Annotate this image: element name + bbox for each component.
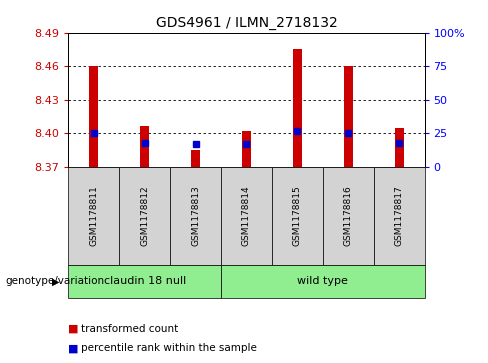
Bar <box>242 131 251 167</box>
Text: ▶: ▶ <box>52 276 60 286</box>
Text: GSM1178816: GSM1178816 <box>344 185 353 246</box>
Text: transformed count: transformed count <box>81 323 178 334</box>
Text: claudin 18 null: claudin 18 null <box>103 276 186 286</box>
Bar <box>344 66 353 167</box>
Text: ■: ■ <box>68 343 79 354</box>
Text: percentile rank within the sample: percentile rank within the sample <box>81 343 256 354</box>
Bar <box>394 128 404 167</box>
Text: GSM1178814: GSM1178814 <box>242 185 251 246</box>
Text: GSM1178817: GSM1178817 <box>395 185 404 246</box>
Text: GSM1178815: GSM1178815 <box>293 185 302 246</box>
Text: ■: ■ <box>68 323 79 334</box>
Bar <box>89 66 99 167</box>
Text: wild type: wild type <box>297 276 348 286</box>
Text: GSM1178813: GSM1178813 <box>191 185 200 246</box>
Bar <box>293 49 302 167</box>
Text: GSM1178811: GSM1178811 <box>89 185 98 246</box>
Bar <box>191 150 200 167</box>
Text: GSM1178812: GSM1178812 <box>140 185 149 246</box>
Title: GDS4961 / ILMN_2718132: GDS4961 / ILMN_2718132 <box>156 16 337 30</box>
Text: genotype/variation: genotype/variation <box>5 276 104 286</box>
Bar <box>140 126 149 167</box>
